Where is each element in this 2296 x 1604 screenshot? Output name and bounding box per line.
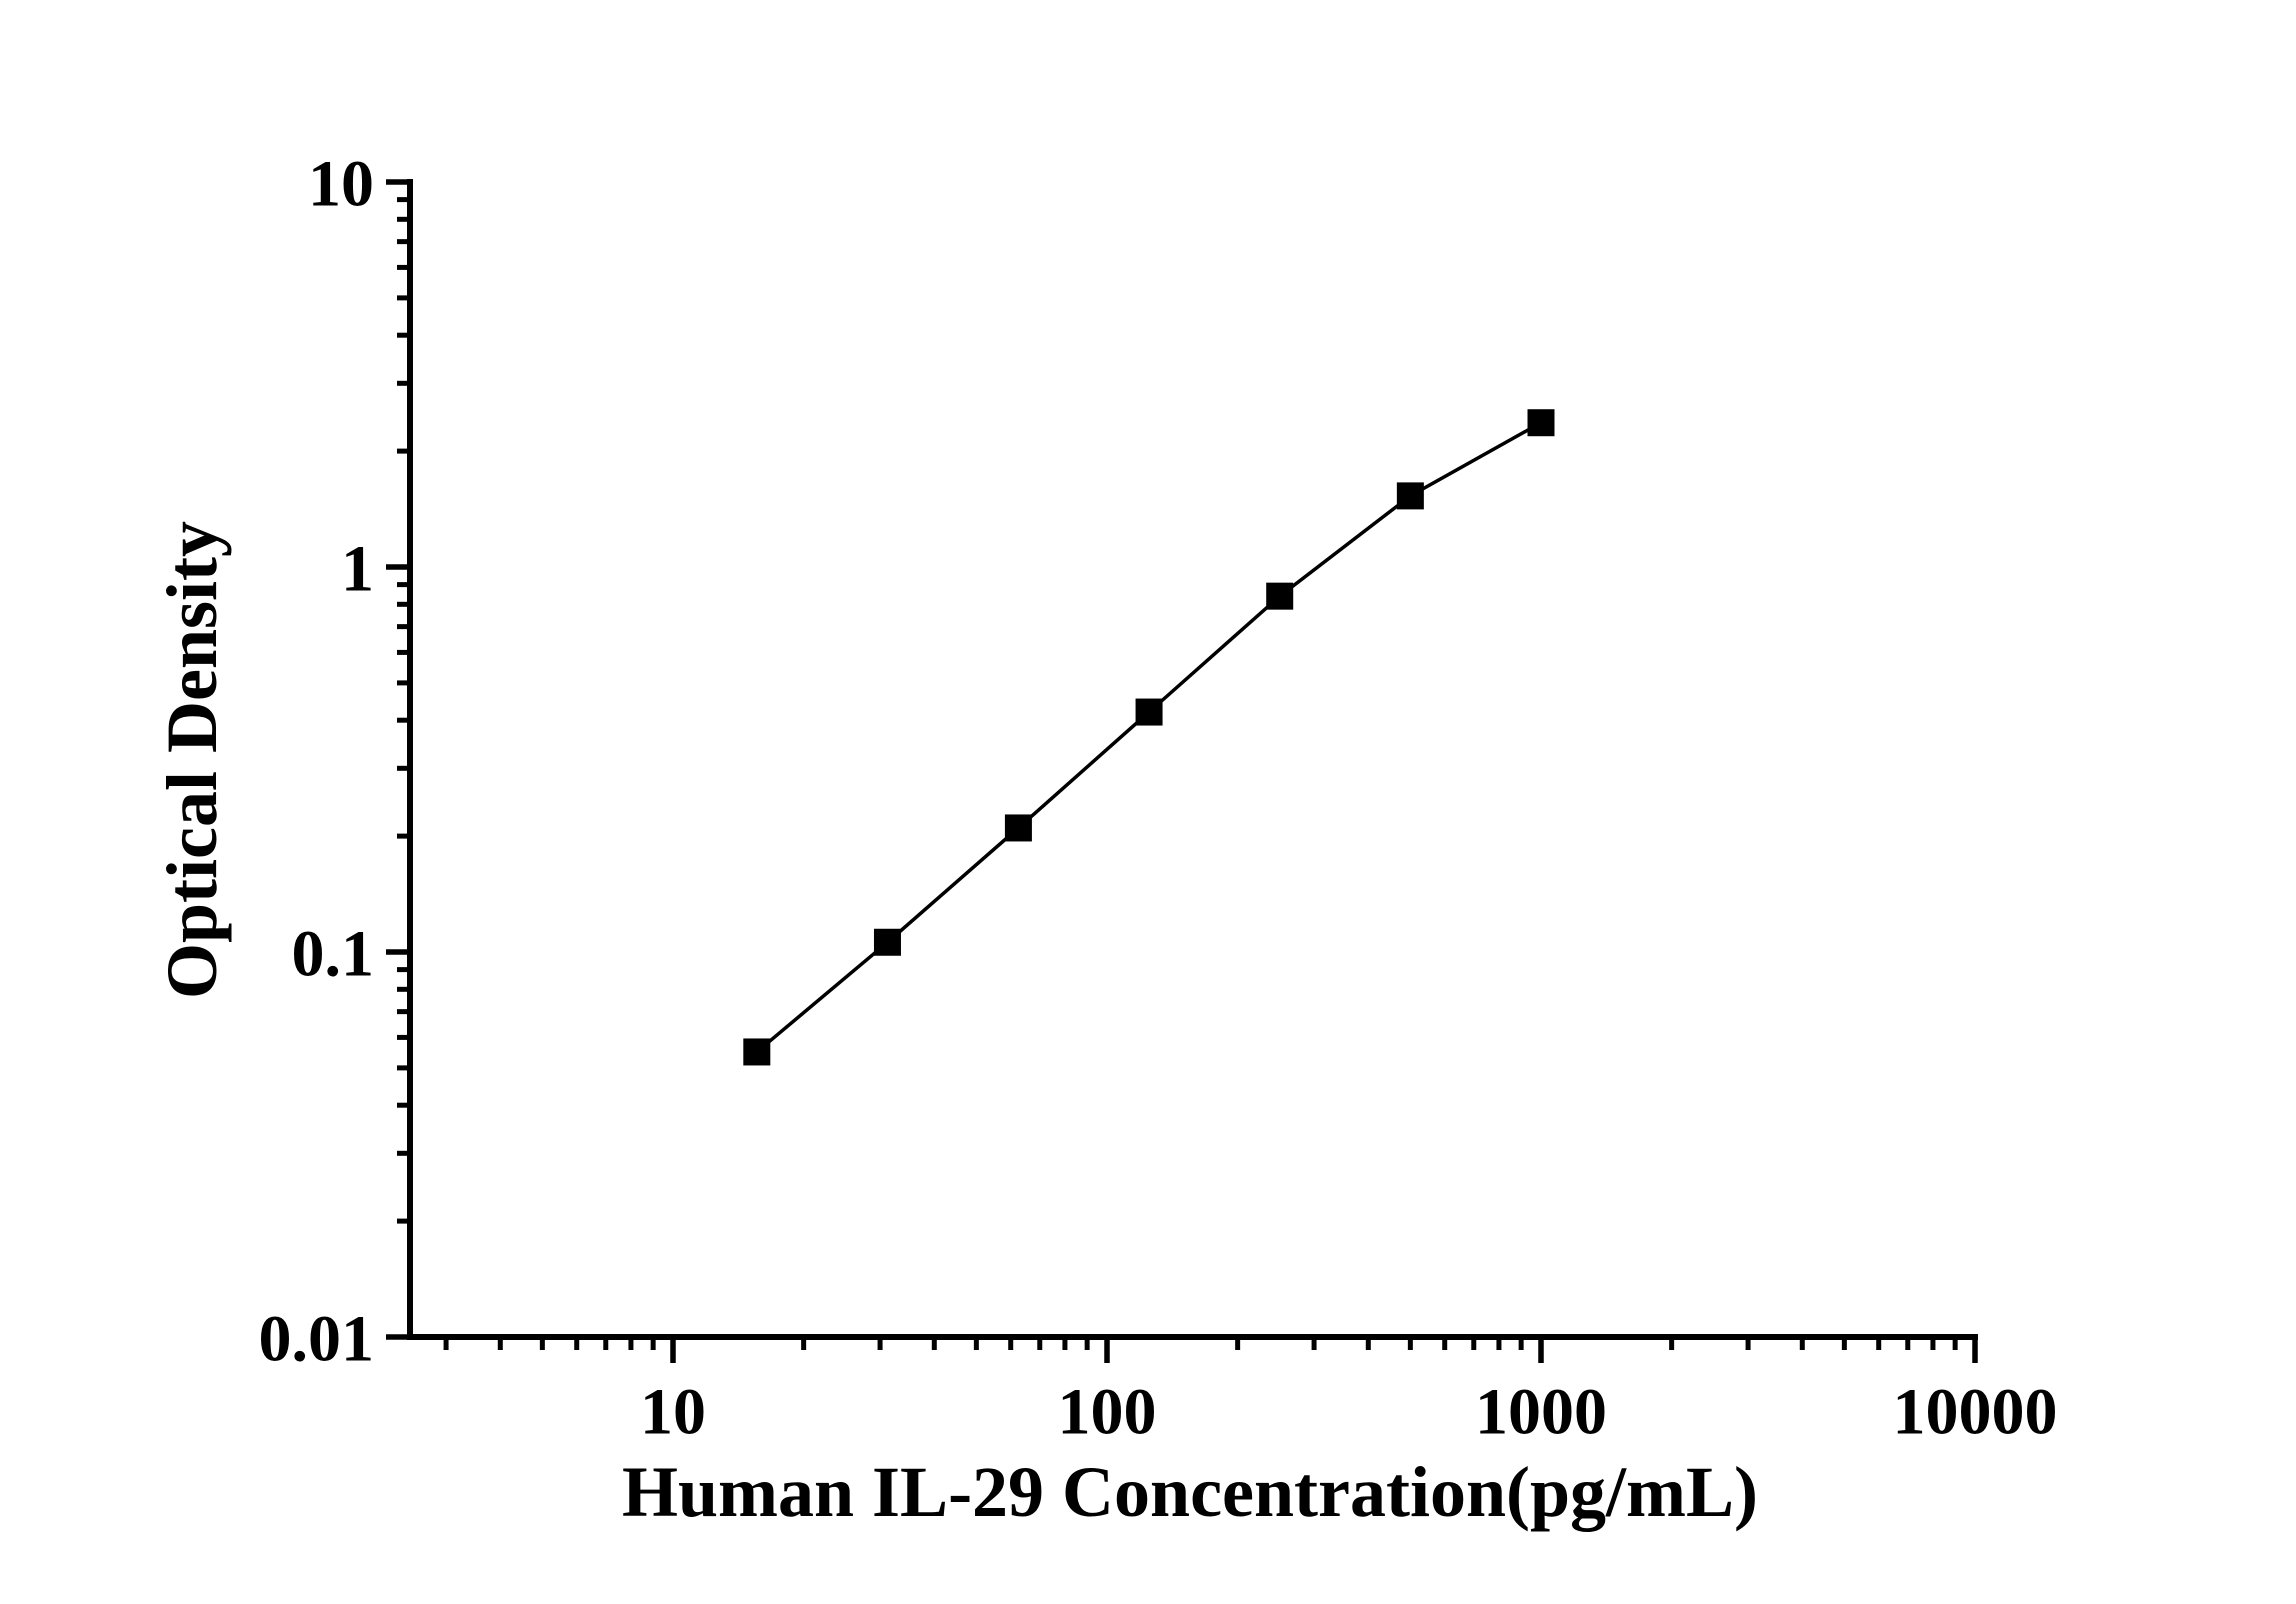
x-axis-ticks <box>443 1337 1978 1363</box>
x-axis-tick-labels: 10 100 1000 10000 <box>640 1376 2058 1449</box>
standard-curve-line <box>755 421 1542 1054</box>
x-axis-title: Human IL-29 Concentration(pg/mL) <box>622 1452 1758 1532</box>
x-tick-label: 10 <box>640 1376 706 1449</box>
data-point-marker <box>873 928 901 956</box>
data-point-marker <box>1396 482 1424 510</box>
data-point-marker <box>1527 409 1555 437</box>
plot-axes <box>407 179 1978 1340</box>
y-axis-ticks <box>386 179 410 1340</box>
x-tick-label: 100 <box>1058 1376 1157 1449</box>
x-tick-label: 10000 <box>1893 1376 2058 1449</box>
y-axis-tick-labels: 10 1 0.1 0.01 <box>259 148 375 1376</box>
y-tick-label: 10 <box>308 148 374 221</box>
y-tick-label: 1 <box>341 533 374 606</box>
standard-curve-series <box>743 409 1555 1066</box>
x-tick-label: 1000 <box>1475 1376 1607 1449</box>
y-tick-label: 0.01 <box>259 1303 375 1376</box>
y-axis-title: Optical Density <box>152 521 232 999</box>
data-point-marker <box>1135 698 1163 726</box>
data-point-marker <box>743 1038 771 1066</box>
y-tick-label: 0.1 <box>292 918 375 991</box>
standard-curve-markers <box>743 409 1555 1066</box>
data-point-marker <box>1266 582 1294 610</box>
data-point-marker <box>1004 814 1032 842</box>
